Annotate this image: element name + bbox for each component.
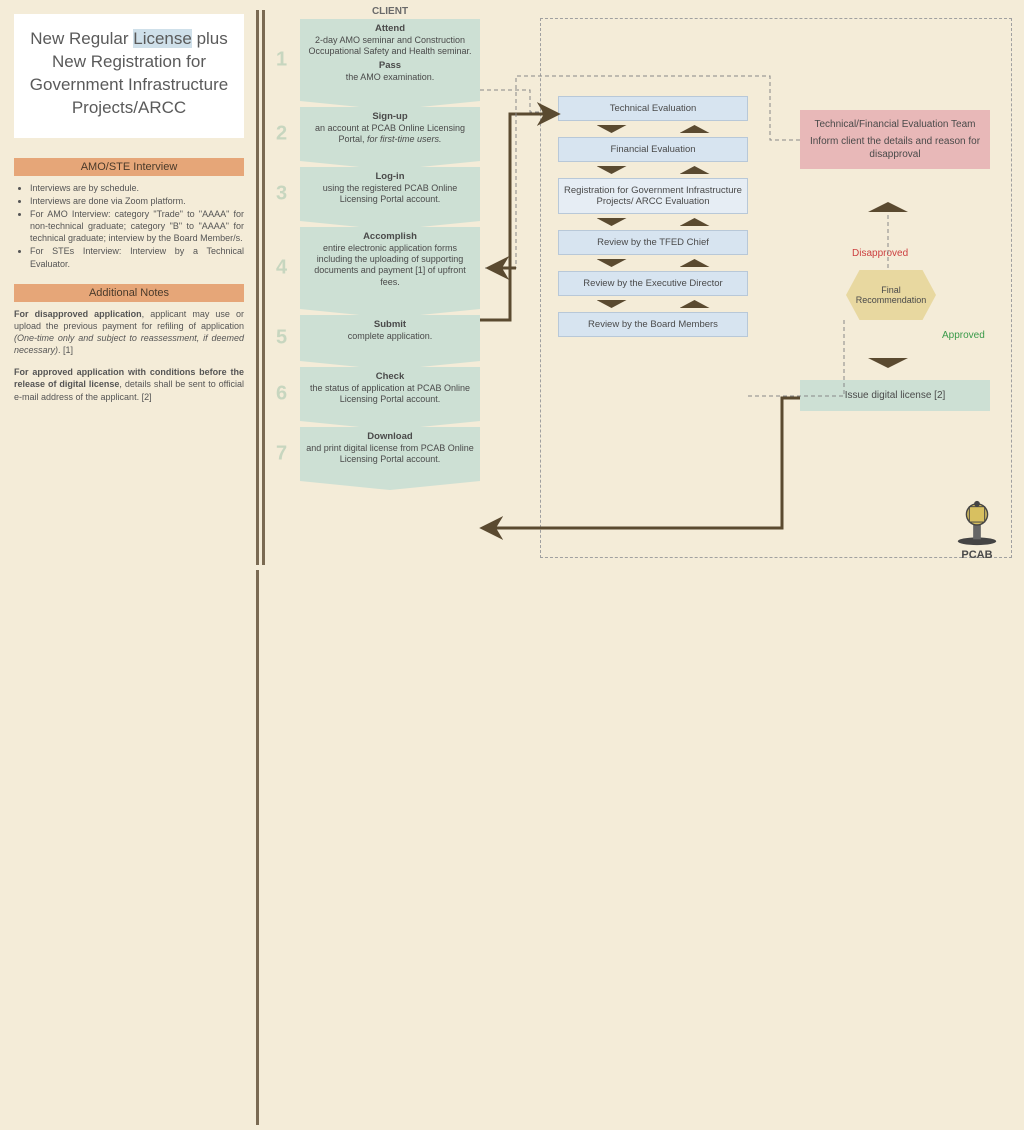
step-action-2: Pass (306, 60, 474, 72)
step-action: Attend (306, 23, 474, 35)
interview-header: AMO/STE Interview (14, 158, 244, 176)
flow-chevron-icon (570, 166, 736, 174)
flow-chevron-icon (570, 259, 736, 267)
step-action: Download (306, 431, 474, 443)
step-action: Accomplish (306, 231, 474, 243)
pcab-logo-icon (952, 499, 1002, 547)
client-label: CLIENT (300, 6, 480, 17)
step-text: and print digital license from PCAB Onli… (306, 443, 474, 464)
client-step-3: 3Log-inusing the registered PCAB Online … (300, 167, 480, 221)
review-box: Financial Evaluation (558, 137, 748, 162)
eval-team-detail: Inform client the details and reason for… (806, 135, 984, 161)
step-action: Log-in (306, 171, 474, 183)
client-step-6: 6Checkthe status of application at PCAB … (300, 367, 480, 421)
client-step-5: 5Submitcomplete application. (300, 315, 480, 361)
client-flow: CLIENT 1Attend2-day AMO seminar and Cons… (300, 6, 480, 487)
review-box: Review by the TFED Chief (558, 230, 748, 255)
chevron-up-icon (868, 202, 908, 212)
eval-team-title: Technical/Financial Evaluation Team (806, 118, 984, 131)
interview-item: Interviews are done via Zoom platform. (30, 195, 244, 207)
interview-item: For STEs Interview: Interview by a Techn… (30, 245, 244, 269)
step-number: 4 (276, 257, 287, 280)
issue-license-box: Issue digital license [2] (800, 380, 990, 411)
flow-chevron-icon (570, 218, 736, 226)
left-sidebar: New Regular License plus New Registratio… (14, 14, 244, 413)
title-part1: New Regular (30, 29, 133, 48)
vertical-divider (256, 10, 270, 565)
step-number: 1 (276, 49, 287, 72)
note-2: For approved application with conditions… (14, 366, 244, 402)
final-recommendation: Final Recommendation (846, 270, 936, 320)
title-highlight: License (133, 29, 192, 48)
page-title: New Regular License plus New Registratio… (14, 14, 244, 138)
interview-list: Interviews are by schedule. Interviews a… (14, 182, 244, 270)
client-step-1: 1Attend2-day AMO seminar and Constructio… (300, 19, 480, 101)
interview-item: For AMO Interview: category "Trade" to "… (30, 208, 244, 244)
review-box: Review by the Executive Director (558, 271, 748, 296)
client-step-2: 2Sign-upan account at PCAB Online Licens… (300, 107, 480, 161)
step-text: 2-day AMO seminar and Construction Occup… (308, 35, 471, 56)
interview-item: Interviews are by schedule. (30, 182, 244, 194)
review-flow: Technical Evaluation Financial Evaluation… (558, 96, 748, 341)
flow-chevron-icon (570, 300, 736, 308)
step-action: Sign-up (306, 111, 474, 123)
step-number: 3 (276, 183, 287, 206)
review-box: Registration for Government Infrastructu… (558, 178, 748, 214)
step-action: Check (306, 371, 474, 383)
review-box: Technical Evaluation (558, 96, 748, 121)
notes-block: For disapproved application, applicant m… (14, 308, 244, 403)
pcab-label: PCAB (961, 549, 992, 561)
chevron-down-icon (868, 358, 908, 368)
eval-team-box: Technical/Financial Evaluation Team Info… (800, 110, 990, 169)
note-1: For disapproved application, applicant m… (14, 308, 244, 357)
step-number: 6 (276, 383, 287, 406)
step-action: Submit (306, 319, 474, 331)
step-number: 7 (276, 443, 287, 466)
approved-label: Approved (942, 330, 985, 341)
review-box: Review by the Board Members (558, 312, 748, 337)
pcab-logo: PCAB (952, 499, 1002, 561)
client-step-7: 7Downloadand print digital license from … (300, 427, 480, 481)
step-text-2: the AMO examination. (346, 72, 435, 82)
step-text: using the registered PCAB Online Licensi… (323, 183, 458, 204)
disapproved-label: Disapproved (852, 248, 908, 259)
eval-team-block: Technical/Financial Evaluation Team Info… (800, 110, 990, 169)
client-step-4: 4Accomplishentire electronic application… (300, 227, 480, 309)
notes-header: Additional Notes (14, 284, 244, 302)
step-text-italic: for first-time users. (367, 134, 442, 144)
step-number: 5 (276, 327, 287, 350)
flow-chevron-icon (570, 125, 736, 133)
step-text: complete application. (348, 331, 433, 341)
step-text: entire electronic application forms incl… (314, 243, 466, 287)
step-text: the status of application at PCAB Online… (310, 383, 470, 404)
step-number: 2 (276, 123, 287, 146)
